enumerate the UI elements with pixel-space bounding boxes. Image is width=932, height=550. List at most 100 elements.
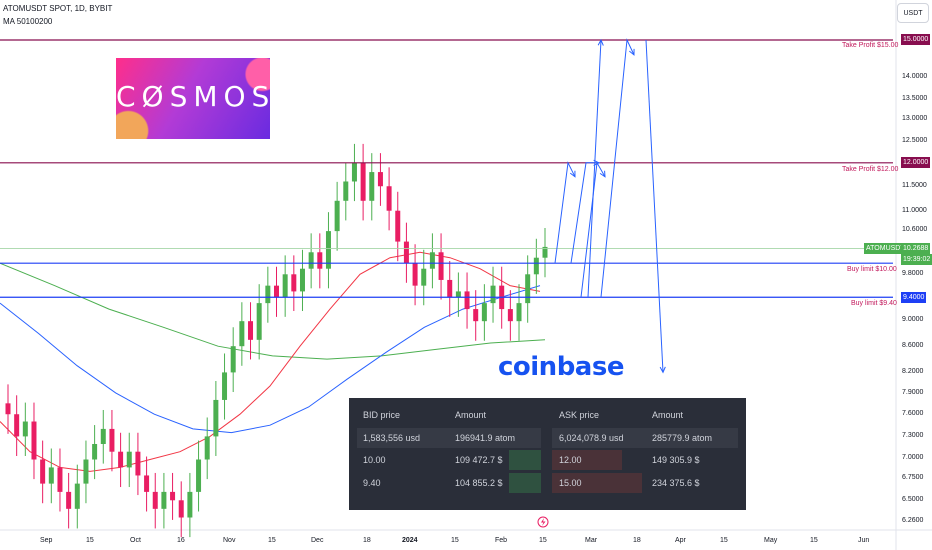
bid-volume-bar	[509, 473, 541, 493]
y-tick: 7.9000	[902, 389, 924, 396]
symbol-title: ATOMUSDT SPOT, 1D, BYBIT	[3, 4, 113, 13]
candle-body	[481, 303, 487, 322]
cosmos-logo-text: CØSMOS	[116, 80, 270, 113]
currency-button[interactable]: USDT	[897, 3, 929, 23]
candle-body	[325, 231, 331, 269]
candle-body	[83, 459, 89, 484]
table-row-bg	[552, 428, 738, 448]
y-tick: 6.5000	[902, 496, 924, 503]
candle-body	[455, 291, 461, 298]
candle-body	[334, 200, 340, 232]
candle-body	[516, 303, 522, 322]
table-cell: 104 855.2 $	[455, 478, 503, 488]
candle-body	[299, 268, 305, 292]
candle-body	[351, 162, 357, 182]
candle-body	[109, 428, 115, 452]
y-tick: 11.0000	[902, 207, 927, 214]
table-cell: 12.00	[559, 455, 582, 465]
table-cell: 1,583,556 usd	[363, 433, 421, 443]
bid-price-header: BID price	[363, 410, 401, 420]
candle-body	[256, 303, 262, 340]
y-tick: 6.2600	[902, 517, 924, 524]
candle-body	[40, 459, 46, 484]
candle-body	[447, 279, 453, 298]
y-tick: 12.5000	[902, 137, 928, 144]
table-cell: 6,024,078.9 usd	[559, 433, 624, 443]
projection-arrow-head	[593, 159, 601, 166]
projection-arrow	[600, 38, 635, 298]
projection-arrow-head	[599, 170, 606, 178]
candle-body	[14, 414, 20, 437]
candle-body	[282, 274, 288, 298]
candle-body	[92, 443, 98, 460]
y-tick: 11.5000	[902, 182, 927, 189]
candle-body	[248, 321, 254, 340]
x-tick: 15	[810, 537, 818, 544]
candle-body	[377, 172, 383, 187]
candle-body	[421, 268, 427, 286]
ask-amount-header: Amount	[652, 410, 684, 420]
candle-body	[135, 451, 141, 476]
x-tick: 18	[633, 537, 641, 544]
candle-body	[118, 451, 124, 468]
candle-body	[369, 172, 375, 201]
candle-body	[178, 500, 184, 518]
y-tick: 7.3000	[902, 432, 924, 439]
projection-arrow-head	[629, 48, 635, 56]
x-tick: 15	[539, 537, 547, 544]
cosmos-logo: CØSMOS	[116, 58, 270, 139]
take-profit-12-label: Take Profit $12.00	[842, 166, 899, 173]
candle-body	[507, 309, 513, 322]
candle-body	[126, 451, 132, 468]
indicator-legend: MA 50100200	[3, 17, 53, 26]
x-tick: May	[764, 537, 778, 544]
candle-body	[222, 372, 228, 400]
countdown-tag: 19:39:02	[901, 254, 932, 265]
candle-body	[5, 403, 11, 415]
y-tick: 8.2000	[902, 368, 924, 375]
x-tick: 2024	[402, 537, 418, 544]
current-price-tag: 10.2688	[901, 243, 931, 254]
candle-body	[464, 291, 470, 310]
candle-body	[204, 436, 210, 460]
x-tick: Oct	[130, 537, 141, 544]
candle-body	[57, 467, 63, 492]
y-tick: 6.7500	[902, 474, 924, 481]
order-book-table: BID price Amount ASK price Amount 1,583,…	[349, 398, 746, 510]
candle-body	[74, 483, 80, 509]
candle-body	[429, 252, 435, 269]
projection-arrow	[645, 39, 664, 373]
candle-body	[395, 210, 401, 242]
projection-arrow-head	[597, 38, 604, 46]
y-tick: 9.8000	[902, 270, 924, 277]
candle-body	[213, 399, 219, 437]
event-marker-icon	[537, 516, 549, 528]
symbol-price-tag: ATOMUSDT	[864, 243, 907, 254]
x-tick: Apr	[675, 537, 686, 544]
candle-body	[48, 467, 54, 484]
ask-volume-bar	[552, 450, 622, 470]
table-cell: 149 305.9 $	[652, 455, 700, 465]
table-cell: 196941.9 atom	[455, 433, 516, 443]
x-tick: 18	[363, 537, 371, 544]
x-tick: 16	[177, 537, 185, 544]
x-tick: Jun	[858, 537, 870, 544]
y-tick: 13.0000	[902, 115, 928, 122]
ask-volume-bar	[552, 473, 642, 493]
projection-arrow	[554, 161, 576, 264]
price-tag-15: 15.0000	[901, 34, 931, 45]
candle-body	[274, 285, 279, 298]
candle-body	[490, 285, 496, 304]
candle-body	[412, 263, 418, 286]
x-tick: 15	[268, 537, 276, 544]
candle-body	[473, 309, 479, 322]
candle-body	[161, 491, 167, 509]
ask-price-header: ASK price	[559, 410, 600, 420]
candle-body	[533, 257, 539, 275]
y-tick: 14.0000	[902, 73, 928, 80]
candle-body	[187, 491, 193, 518]
projection-arrow-head	[569, 170, 576, 178]
x-tick: Sep	[40, 537, 53, 544]
projection-arrow-head	[659, 366, 666, 374]
